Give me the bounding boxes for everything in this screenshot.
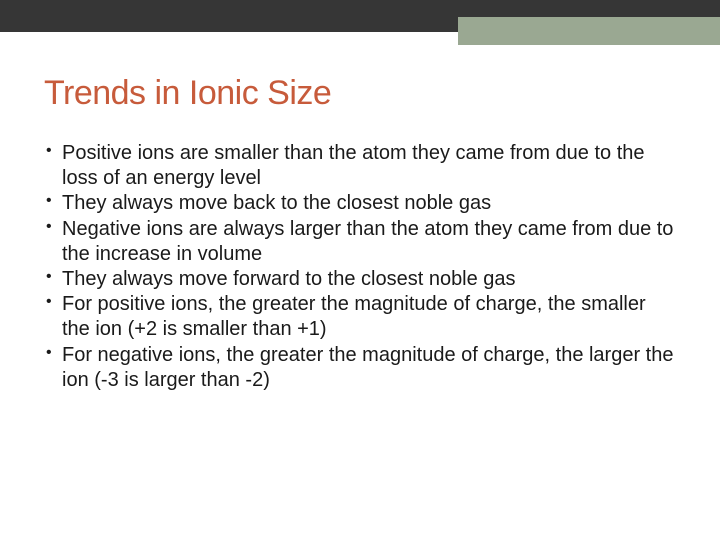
bullet-item: Positive ions are smaller than the atom … <box>44 141 676 191</box>
top-bar-sage-accent <box>458 17 720 45</box>
bullet-item: They always move back to the closest nob… <box>44 191 676 216</box>
bullet-item: Negative ions are always larger than the… <box>44 217 676 267</box>
slide-title: Trends in Ionic Size <box>44 74 676 113</box>
bullet-item: For positive ions, the greater the magni… <box>44 292 676 342</box>
slide-top-bar <box>0 0 720 46</box>
bullet-list: Positive ions are smaller than the atom … <box>44 141 676 393</box>
bullet-item: For negative ions, the greater the magni… <box>44 343 676 393</box>
bullet-item: They always move forward to the closest … <box>44 267 676 292</box>
slide-content: Trends in Ionic Size Positive ions are s… <box>0 46 720 393</box>
